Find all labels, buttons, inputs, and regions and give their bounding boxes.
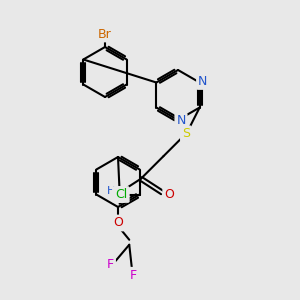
Text: O: O <box>164 188 174 201</box>
Text: Cl: Cl <box>116 188 128 201</box>
Text: O: O <box>113 217 123 230</box>
Text: N: N <box>114 188 123 201</box>
Text: F: F <box>107 259 114 272</box>
Text: N: N <box>176 115 186 128</box>
Text: F: F <box>130 269 137 282</box>
Text: H: H <box>106 185 115 196</box>
Text: N: N <box>198 75 207 88</box>
Text: Br: Br <box>98 28 112 40</box>
Text: S: S <box>182 127 190 140</box>
